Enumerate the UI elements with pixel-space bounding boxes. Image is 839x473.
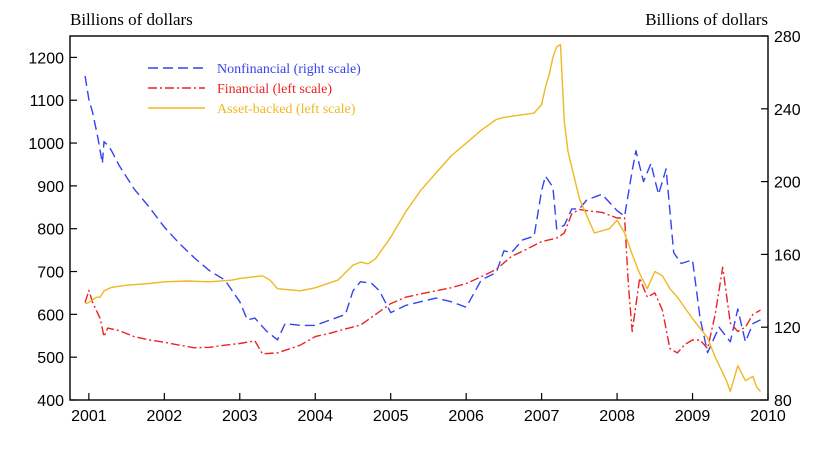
- x-tick-label: 2003: [222, 408, 258, 425]
- x-tick-label: 2005: [373, 408, 409, 425]
- left-y-tick-label: 400: [37, 393, 64, 410]
- right-y-tick-label: 280: [774, 29, 801, 46]
- left-y-tick-label: 1200: [28, 50, 64, 67]
- left-y-tick-label: 900: [37, 179, 64, 196]
- left-axis-unit-label: Billions of dollars: [70, 10, 193, 29]
- legend-label-2: Financial (left scale): [217, 82, 332, 97]
- right-y-tick-label: 200: [774, 175, 801, 192]
- left-y-tick-label: 1000: [28, 136, 64, 153]
- legend-label-3: Asset-backed (left scale): [217, 102, 356, 117]
- series-line-1: [84, 75, 761, 354]
- right-y-tick-label: 80: [774, 393, 792, 410]
- right-axis-unit-label: Billions of dollars: [645, 10, 768, 29]
- x-tick-label: 2009: [675, 408, 711, 425]
- right-y-tick-label: 120: [774, 320, 801, 337]
- right-y-axis: 80 120 160 200 240 280: [761, 29, 801, 410]
- left-y-tick-label: 500: [37, 350, 64, 367]
- left-y-tick-label: 800: [37, 222, 64, 239]
- right-y-tick-label: 160: [774, 247, 801, 264]
- x-tick-label: 2010: [750, 408, 786, 425]
- x-axis: 2001 2002 2003 2004 2005 2006 2007 2008 2009 2010: [71, 393, 786, 425]
- x-tick-label: 2001: [71, 408, 107, 425]
- left-y-axis: 400 500 600 700 800 900 1000 1100 1200: [28, 50, 77, 410]
- x-tick-label: 2007: [524, 408, 560, 425]
- x-tick-label: 2006: [448, 408, 484, 425]
- plot-frame: [69, 35, 769, 401]
- right-y-tick-label: 240: [774, 102, 801, 119]
- x-tick-label: 2004: [297, 408, 333, 425]
- legend: Nonfinancial (right scale) Financial (lef…: [148, 62, 361, 117]
- x-tick-label: 2002: [147, 408, 183, 425]
- series-layer: [84, 43, 762, 393]
- series-line-3: [84, 43, 762, 393]
- legend-label-1: Nonfinancial (right scale): [217, 62, 361, 77]
- left-y-tick-label: 700: [37, 265, 64, 282]
- x-tick-label: 2008: [599, 408, 635, 425]
- series-line-2: [84, 208, 761, 355]
- left-y-tick-label: 600: [37, 307, 64, 324]
- left-y-tick-label: 1100: [30, 93, 65, 110]
